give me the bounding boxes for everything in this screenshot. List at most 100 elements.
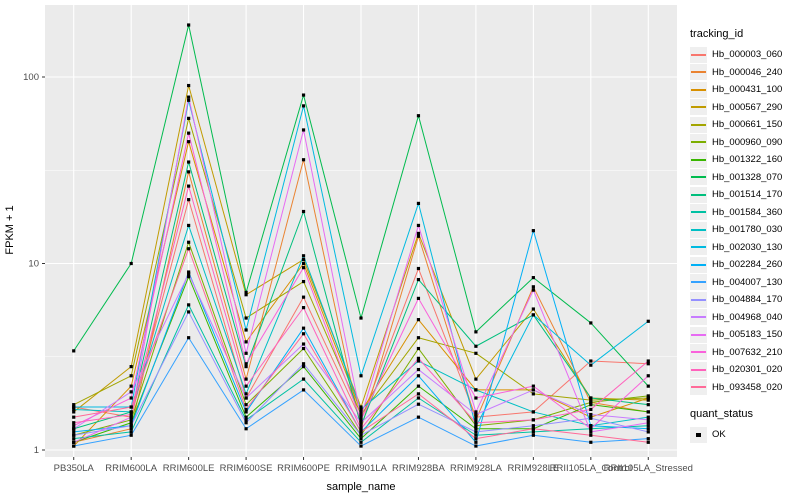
legend-key-box <box>690 221 707 238</box>
data-point <box>301 209 306 214</box>
data-point <box>187 247 191 251</box>
data-point <box>646 437 650 441</box>
data-point <box>416 356 421 360</box>
data-point <box>646 421 650 425</box>
data-point <box>301 332 306 336</box>
data-point <box>646 396 650 400</box>
data-point <box>646 430 650 434</box>
data-point <box>416 336 421 340</box>
legend-key-box <box>690 46 707 63</box>
legend-key-box <box>690 309 707 326</box>
data-point <box>474 421 478 425</box>
legend-key-line-icon <box>691 386 706 389</box>
data-point <box>359 427 363 431</box>
data-point <box>301 362 306 366</box>
data-point <box>359 407 363 412</box>
data-point <box>416 396 421 400</box>
data-point <box>531 307 535 311</box>
legend-item-Hb_001322_160: Hb_001322_160 <box>690 151 798 169</box>
x-tick-label: RRIM928LA <box>450 463 502 474</box>
data-point <box>244 392 248 396</box>
data-point <box>72 444 76 448</box>
data-point <box>187 303 191 307</box>
data-point <box>359 433 363 437</box>
y-tick-label: 1 <box>34 445 39 456</box>
legend-key-line-icon <box>691 71 706 74</box>
data-point <box>359 424 363 428</box>
legend-key-box <box>690 204 707 221</box>
data-point <box>129 415 133 419</box>
legend-key-box <box>690 169 707 186</box>
data-point <box>646 427 650 431</box>
legend-item-label: OK <box>712 429 726 441</box>
data-point <box>646 319 650 323</box>
x-tick-label: RRIM901LA <box>335 463 387 474</box>
legend-item-Hb_001780_030: Hb_001780_030 <box>690 221 798 239</box>
data-point <box>646 403 650 407</box>
legend-item-label: Hb_001780_030 <box>712 224 783 236</box>
data-point <box>646 410 650 414</box>
legend-item-Hb_000046_240: Hb_000046_240 <box>690 64 798 82</box>
data-point <box>129 412 133 417</box>
legend-item-Hb_005183_150: Hb_005183_150 <box>690 326 798 344</box>
legend-key-line-icon <box>691 263 706 266</box>
data-point <box>129 427 133 431</box>
data-point <box>72 403 76 407</box>
data-point <box>474 351 478 355</box>
data-point <box>531 229 535 233</box>
legend-item-quant-ok: OK <box>690 426 798 444</box>
data-point <box>474 410 478 414</box>
data-point <box>416 277 421 282</box>
legend-key-line-icon <box>691 316 706 319</box>
legend-key-line-icon <box>691 351 706 354</box>
legend-item-label: Hb_002284_260 <box>712 259 783 271</box>
data-point <box>244 340 248 344</box>
data-point <box>244 407 248 412</box>
data-point <box>646 440 650 444</box>
data-point <box>301 254 306 258</box>
data-point <box>129 433 133 437</box>
legend-key-box <box>690 326 707 343</box>
data-point <box>646 362 650 366</box>
legend-key-line-icon <box>691 53 706 56</box>
legend-item-label: Hb_020301_020 <box>712 364 783 376</box>
data-point <box>129 418 133 422</box>
data-point <box>72 415 76 419</box>
data-point <box>589 321 593 325</box>
data-point <box>589 363 593 367</box>
data-point <box>129 365 133 369</box>
legend-key-box <box>690 151 707 168</box>
data-point <box>531 424 535 428</box>
data-point <box>301 93 306 97</box>
legend-item-label: Hb_001322_160 <box>712 154 783 166</box>
legend-item-Hb_000431_100: Hb_000431_100 <box>690 81 798 99</box>
data-point <box>187 272 191 276</box>
data-point <box>244 421 248 425</box>
data-point <box>589 424 593 428</box>
data-point <box>416 359 421 363</box>
data-point <box>244 316 248 320</box>
data-point <box>187 98 191 102</box>
data-point <box>531 384 535 388</box>
data-point <box>646 424 650 428</box>
x-tick-label: RRIM600LA <box>105 463 157 474</box>
data-point <box>359 316 363 320</box>
data-point <box>359 412 363 417</box>
legend-key-line-icon <box>691 123 706 126</box>
data-point <box>646 374 650 378</box>
data-point <box>301 261 306 266</box>
data-point <box>301 158 306 162</box>
data-point <box>416 296 421 300</box>
data-point <box>72 424 76 428</box>
data-point <box>416 384 421 388</box>
data-point <box>187 116 191 120</box>
data-point <box>589 400 593 404</box>
data-point <box>129 374 133 378</box>
data-point <box>129 424 133 428</box>
legend-key-line-icon <box>691 333 706 336</box>
legend-key-line-icon <box>691 281 706 284</box>
data-point <box>129 384 133 388</box>
legend-key-box <box>690 256 707 273</box>
data-point <box>187 198 191 202</box>
data-point <box>301 365 306 369</box>
